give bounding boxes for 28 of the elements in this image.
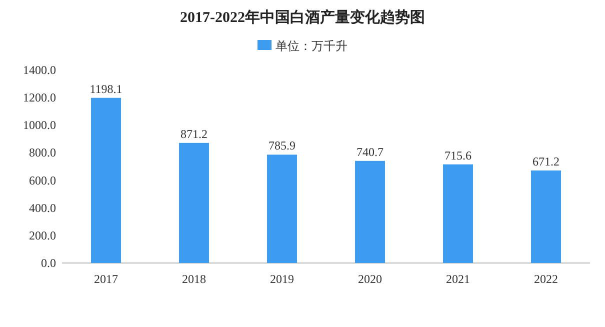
data-label: 785.9	[268, 138, 296, 153]
bar	[91, 98, 121, 263]
x-tick-label: 2020	[358, 272, 382, 286]
y-tick-label: 200.0	[29, 228, 56, 242]
x-tick-label: 2022	[534, 272, 558, 286]
bar	[443, 164, 473, 263]
x-tick-label: 2019	[270, 272, 294, 286]
y-tick-label: 1400.0	[23, 63, 56, 77]
data-label: 671.2	[532, 154, 560, 168]
data-label: 871.2	[180, 126, 208, 141]
data-label: 715.6	[444, 148, 472, 162]
x-tick-label: 2017	[94, 272, 118, 286]
x-tick-label: 2021	[446, 272, 470, 286]
data-label: 740.7	[356, 144, 384, 159]
chart-title: 2017-2022年中国白酒产量变化趋势图	[180, 8, 425, 26]
x-tick-label: 2018	[182, 272, 206, 286]
bar	[355, 160, 385, 263]
bar	[179, 142, 209, 263]
y-tick-label: 400.0	[29, 200, 56, 215]
y-tick-label: 800.0	[29, 146, 56, 160]
bar	[531, 170, 561, 263]
y-tick-label: 600.0	[29, 173, 56, 188]
bar	[267, 154, 297, 263]
y-tick-label: 0.0	[41, 256, 56, 270]
y-tick-label: 1000.0	[23, 118, 56, 132]
data-label: 1198.1	[90, 82, 122, 96]
y-tick-label: 1200.0	[23, 90, 56, 105]
legend-label: 单位：万千升	[276, 39, 348, 53]
